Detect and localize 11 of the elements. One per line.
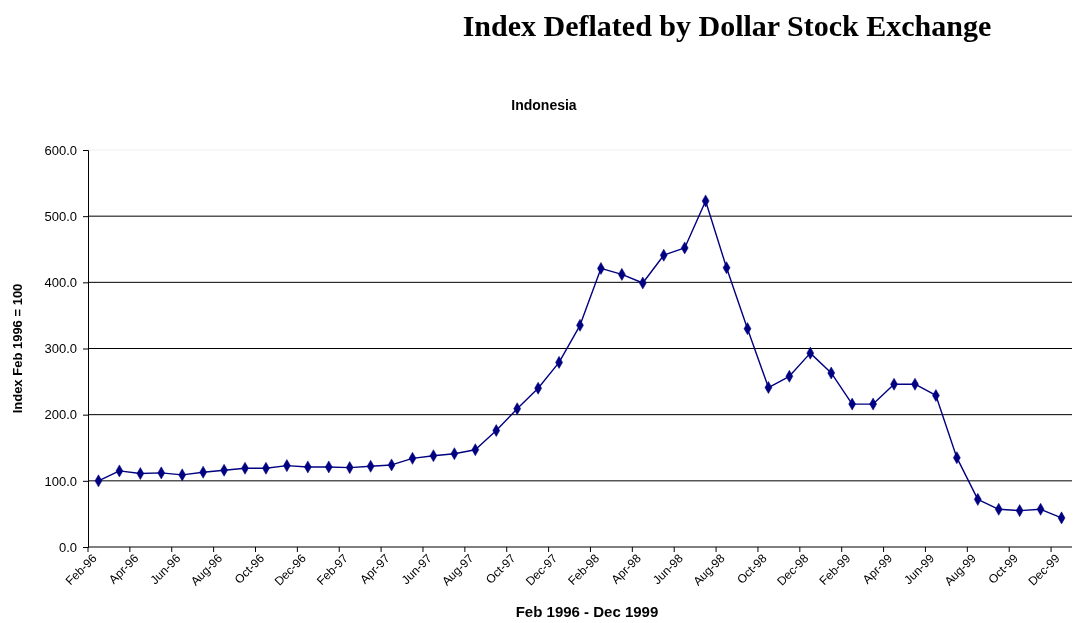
y-tick-label: 0.0 [58,539,77,555]
y-tick-label: 600.0 [44,142,77,158]
chart-subtitle: Indonesia [511,97,577,113]
y-axis-title: Index Feb 1996 = 100 [10,283,25,414]
y-tick-label: 400.0 [44,274,77,290]
x-axis-title: Feb 1996 - Dec 1999 [515,603,659,620]
y-tick-label: 100.0 [44,473,77,489]
y-tick-label: 500.0 [44,208,77,224]
y-tick-label: 200.0 [44,407,77,423]
y-tick-label: 300.0 [44,341,77,357]
chart-title: Index Deflated by Dollar Stock Exchange [462,9,992,42]
